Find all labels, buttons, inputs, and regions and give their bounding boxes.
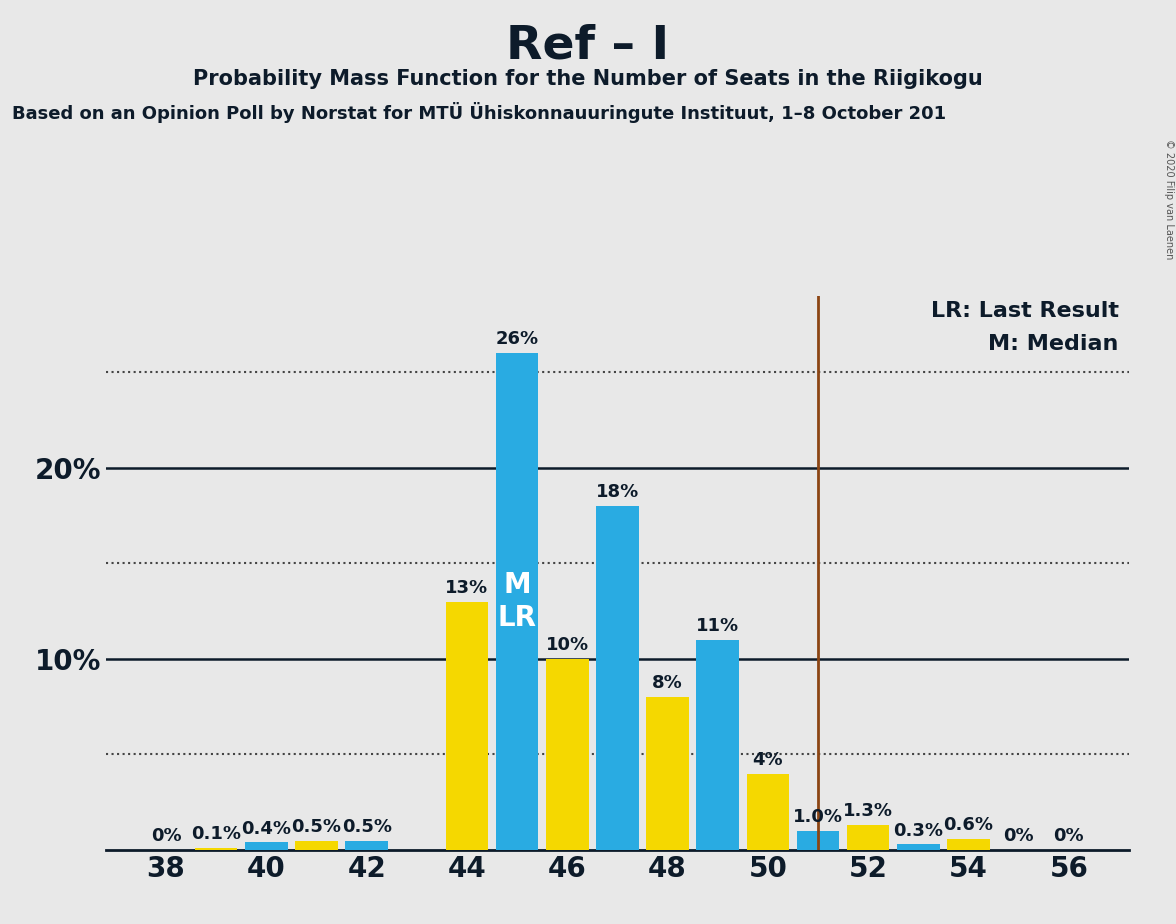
Text: 10%: 10%: [546, 636, 589, 654]
Bar: [346, 841, 388, 850]
Text: 0.1%: 0.1%: [192, 825, 241, 844]
Text: 0.3%: 0.3%: [894, 821, 943, 840]
Text: 1.3%: 1.3%: [843, 802, 893, 821]
Text: 0.5%: 0.5%: [292, 818, 341, 835]
Text: 8%: 8%: [653, 675, 683, 692]
Text: Ref – I: Ref – I: [507, 23, 669, 68]
Text: 18%: 18%: [596, 483, 639, 501]
Text: 0%: 0%: [1003, 827, 1034, 845]
Text: 0.5%: 0.5%: [342, 818, 392, 835]
Bar: [295, 841, 338, 850]
Text: 1.0%: 1.0%: [793, 808, 843, 826]
Text: 0%: 0%: [1054, 827, 1084, 845]
Text: Based on an Opinion Poll by Norstat for MTÜ Ühiskonnauuringute Instituut, 1–8 Oc: Based on an Opinion Poll by Norstat for …: [12, 102, 946, 123]
Bar: [897, 845, 940, 850]
Bar: [947, 839, 990, 850]
Text: LR: Last Result: LR: Last Result: [930, 301, 1118, 322]
Text: M: Median: M: Median: [988, 334, 1118, 355]
Text: 0.6%: 0.6%: [943, 816, 994, 833]
Bar: [796, 831, 840, 850]
Bar: [647, 697, 689, 850]
Text: 0.4%: 0.4%: [241, 820, 292, 838]
Bar: [546, 659, 588, 850]
Text: © 2020 Filip van Laenen: © 2020 Filip van Laenen: [1163, 139, 1174, 259]
Text: 0%: 0%: [151, 827, 181, 845]
Bar: [446, 602, 488, 850]
Text: 13%: 13%: [446, 578, 488, 597]
Bar: [847, 825, 889, 850]
Bar: [696, 639, 739, 850]
Bar: [747, 773, 789, 850]
Text: 11%: 11%: [696, 617, 740, 635]
Bar: [596, 506, 639, 850]
Text: Probability Mass Function for the Number of Seats in the Riigikogu: Probability Mass Function for the Number…: [193, 69, 983, 90]
Text: 4%: 4%: [753, 751, 783, 769]
Bar: [195, 848, 238, 850]
Bar: [496, 353, 539, 850]
Bar: [546, 659, 588, 850]
Text: 26%: 26%: [495, 330, 539, 348]
Text: M
LR: M LR: [497, 571, 536, 632]
Bar: [245, 843, 288, 850]
